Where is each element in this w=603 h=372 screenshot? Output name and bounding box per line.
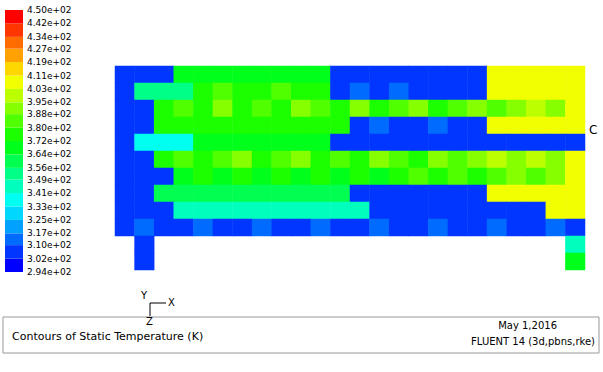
svg-text:3.64e+02: 3.64e+02	[27, 149, 72, 159]
svg-text:Contours of Static Temperature: Contours of Static Temperature (K)	[12, 330, 203, 343]
svg-text:May 1,2016: May 1,2016	[498, 320, 557, 331]
svg-text:3.10e+02: 3.10e+02	[27, 240, 72, 250]
svg-text:4.11e+02: 4.11e+02	[27, 71, 72, 81]
svg-text:3.41e+02: 3.41e+02	[27, 188, 72, 198]
svg-text:C: C	[589, 123, 597, 137]
svg-text:3.72e+02: 3.72e+02	[27, 136, 72, 146]
svg-text:4.27e+02: 4.27e+02	[27, 44, 72, 54]
svg-text:3.95e+02: 3.95e+02	[27, 97, 72, 107]
svg-text:3.33e+02: 3.33e+02	[27, 202, 72, 212]
svg-text:3.49e+02: 3.49e+02	[27, 175, 72, 185]
svg-text:3.02e+02: 3.02e+02	[27, 254, 72, 264]
svg-text:Y: Y	[140, 290, 148, 301]
svg-text:FLUENT 14 (3d,pbns,rke): FLUENT 14 (3d,pbns,rke)	[471, 336, 595, 347]
svg-text:4.19e+02: 4.19e+02	[27, 57, 72, 67]
svg-text:4.03e+02: 4.03e+02	[27, 84, 72, 94]
svg-text:4.50e+02: 4.50e+02	[27, 5, 72, 15]
svg-text:2.94e+02: 2.94e+02	[27, 267, 72, 277]
svg-text:X: X	[168, 297, 175, 308]
svg-text:3.80e+02: 3.80e+02	[27, 123, 72, 133]
svg-text:3.17e+02: 3.17e+02	[27, 228, 72, 238]
svg-text:4.34e+02: 4.34e+02	[27, 32, 72, 42]
svg-text:3.56e+02: 3.56e+02	[27, 163, 72, 173]
svg-text:3.25e+02: 3.25e+02	[27, 215, 72, 225]
svg-text:4.42e+02: 4.42e+02	[27, 18, 72, 28]
svg-text:Z: Z	[146, 316, 153, 327]
svg-text:3.88e+02: 3.88e+02	[27, 109, 72, 119]
